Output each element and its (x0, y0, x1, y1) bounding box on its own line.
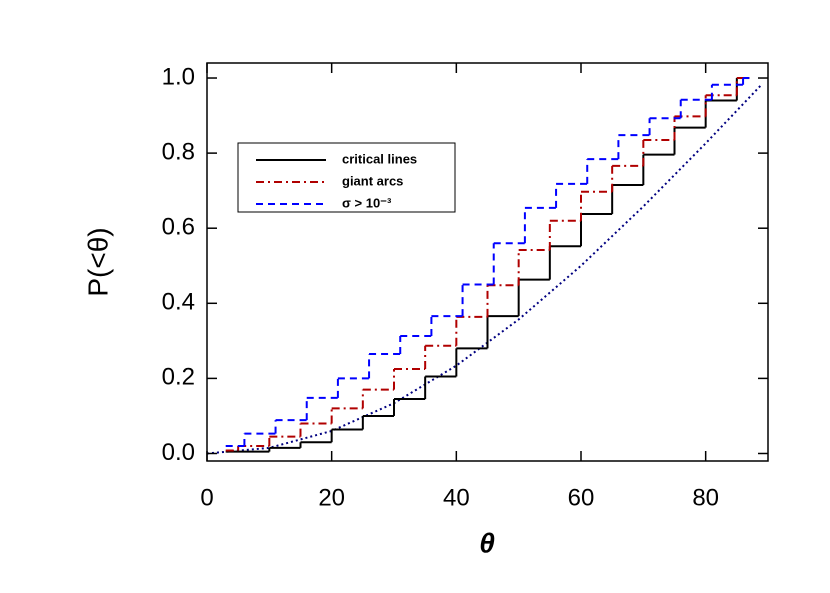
y-tick-label: 0.0 (162, 439, 195, 466)
x-axis-label: θ (479, 527, 495, 558)
plot-area (207, 77, 763, 455)
reference-curve (207, 83, 763, 455)
y-tick-label: 0.8 (162, 138, 195, 165)
legend-label: critical lines (342, 151, 417, 166)
y-tick-label: 1.0 (162, 63, 195, 90)
y-axis-label: P(<θ) (82, 227, 113, 296)
axes-frame (206, 62, 769, 462)
x-tick-label: 60 (568, 484, 595, 511)
y-tick-label: 0.6 (162, 214, 195, 241)
legend-box (237, 142, 456, 213)
y-tick-label: 0.4 (162, 289, 195, 316)
x-tick-label: 40 (443, 484, 470, 511)
y-tick-label: 0.2 (162, 364, 195, 391)
x-tick-label: 80 (692, 484, 719, 511)
legend-label: giant arcs (342, 173, 403, 188)
x-tick-label: 20 (318, 484, 345, 511)
x-tick-label: 0 (200, 484, 213, 511)
legend-label: σ > 10⁻³ (342, 195, 392, 210)
